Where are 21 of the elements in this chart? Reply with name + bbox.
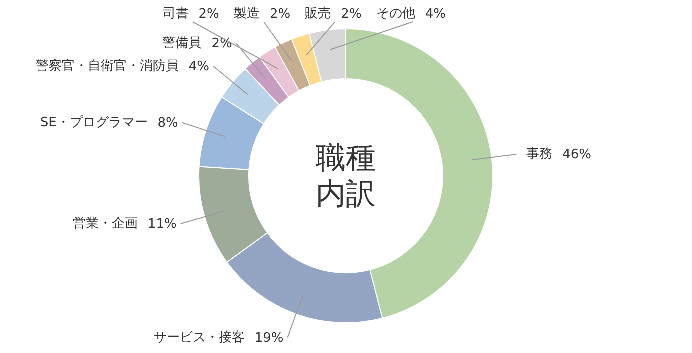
data-label: 2% (270, 6, 291, 22)
slice-label: サービス・接客 (154, 330, 245, 346)
data-label: 4% (425, 6, 446, 22)
data-label: 2% (341, 6, 362, 22)
data-label: 46% (562, 146, 592, 162)
slice-label: 販売 (305, 6, 332, 22)
slice-label: 事務 (526, 146, 553, 162)
slice-label: SE・プログラマー (40, 115, 148, 130)
data-label: 8% (158, 115, 178, 130)
slice-label: 警察官・自衛官・消防員 (36, 58, 179, 74)
text: 職種内訳 (316, 141, 376, 212)
slice-label: その他 (376, 6, 416, 22)
data-label: 11% (148, 216, 177, 232)
slice-label: 司書 (162, 6, 189, 22)
slice-label: 営業・企画 (72, 216, 138, 232)
slice-label: 製造 (234, 6, 260, 22)
slice-label: 警備員 (162, 36, 202, 52)
data-label: 2% (212, 36, 232, 52)
data-label: 2% (198, 6, 220, 22)
data-label: 19% (254, 330, 284, 346)
data-label: 4% (188, 58, 210, 74)
